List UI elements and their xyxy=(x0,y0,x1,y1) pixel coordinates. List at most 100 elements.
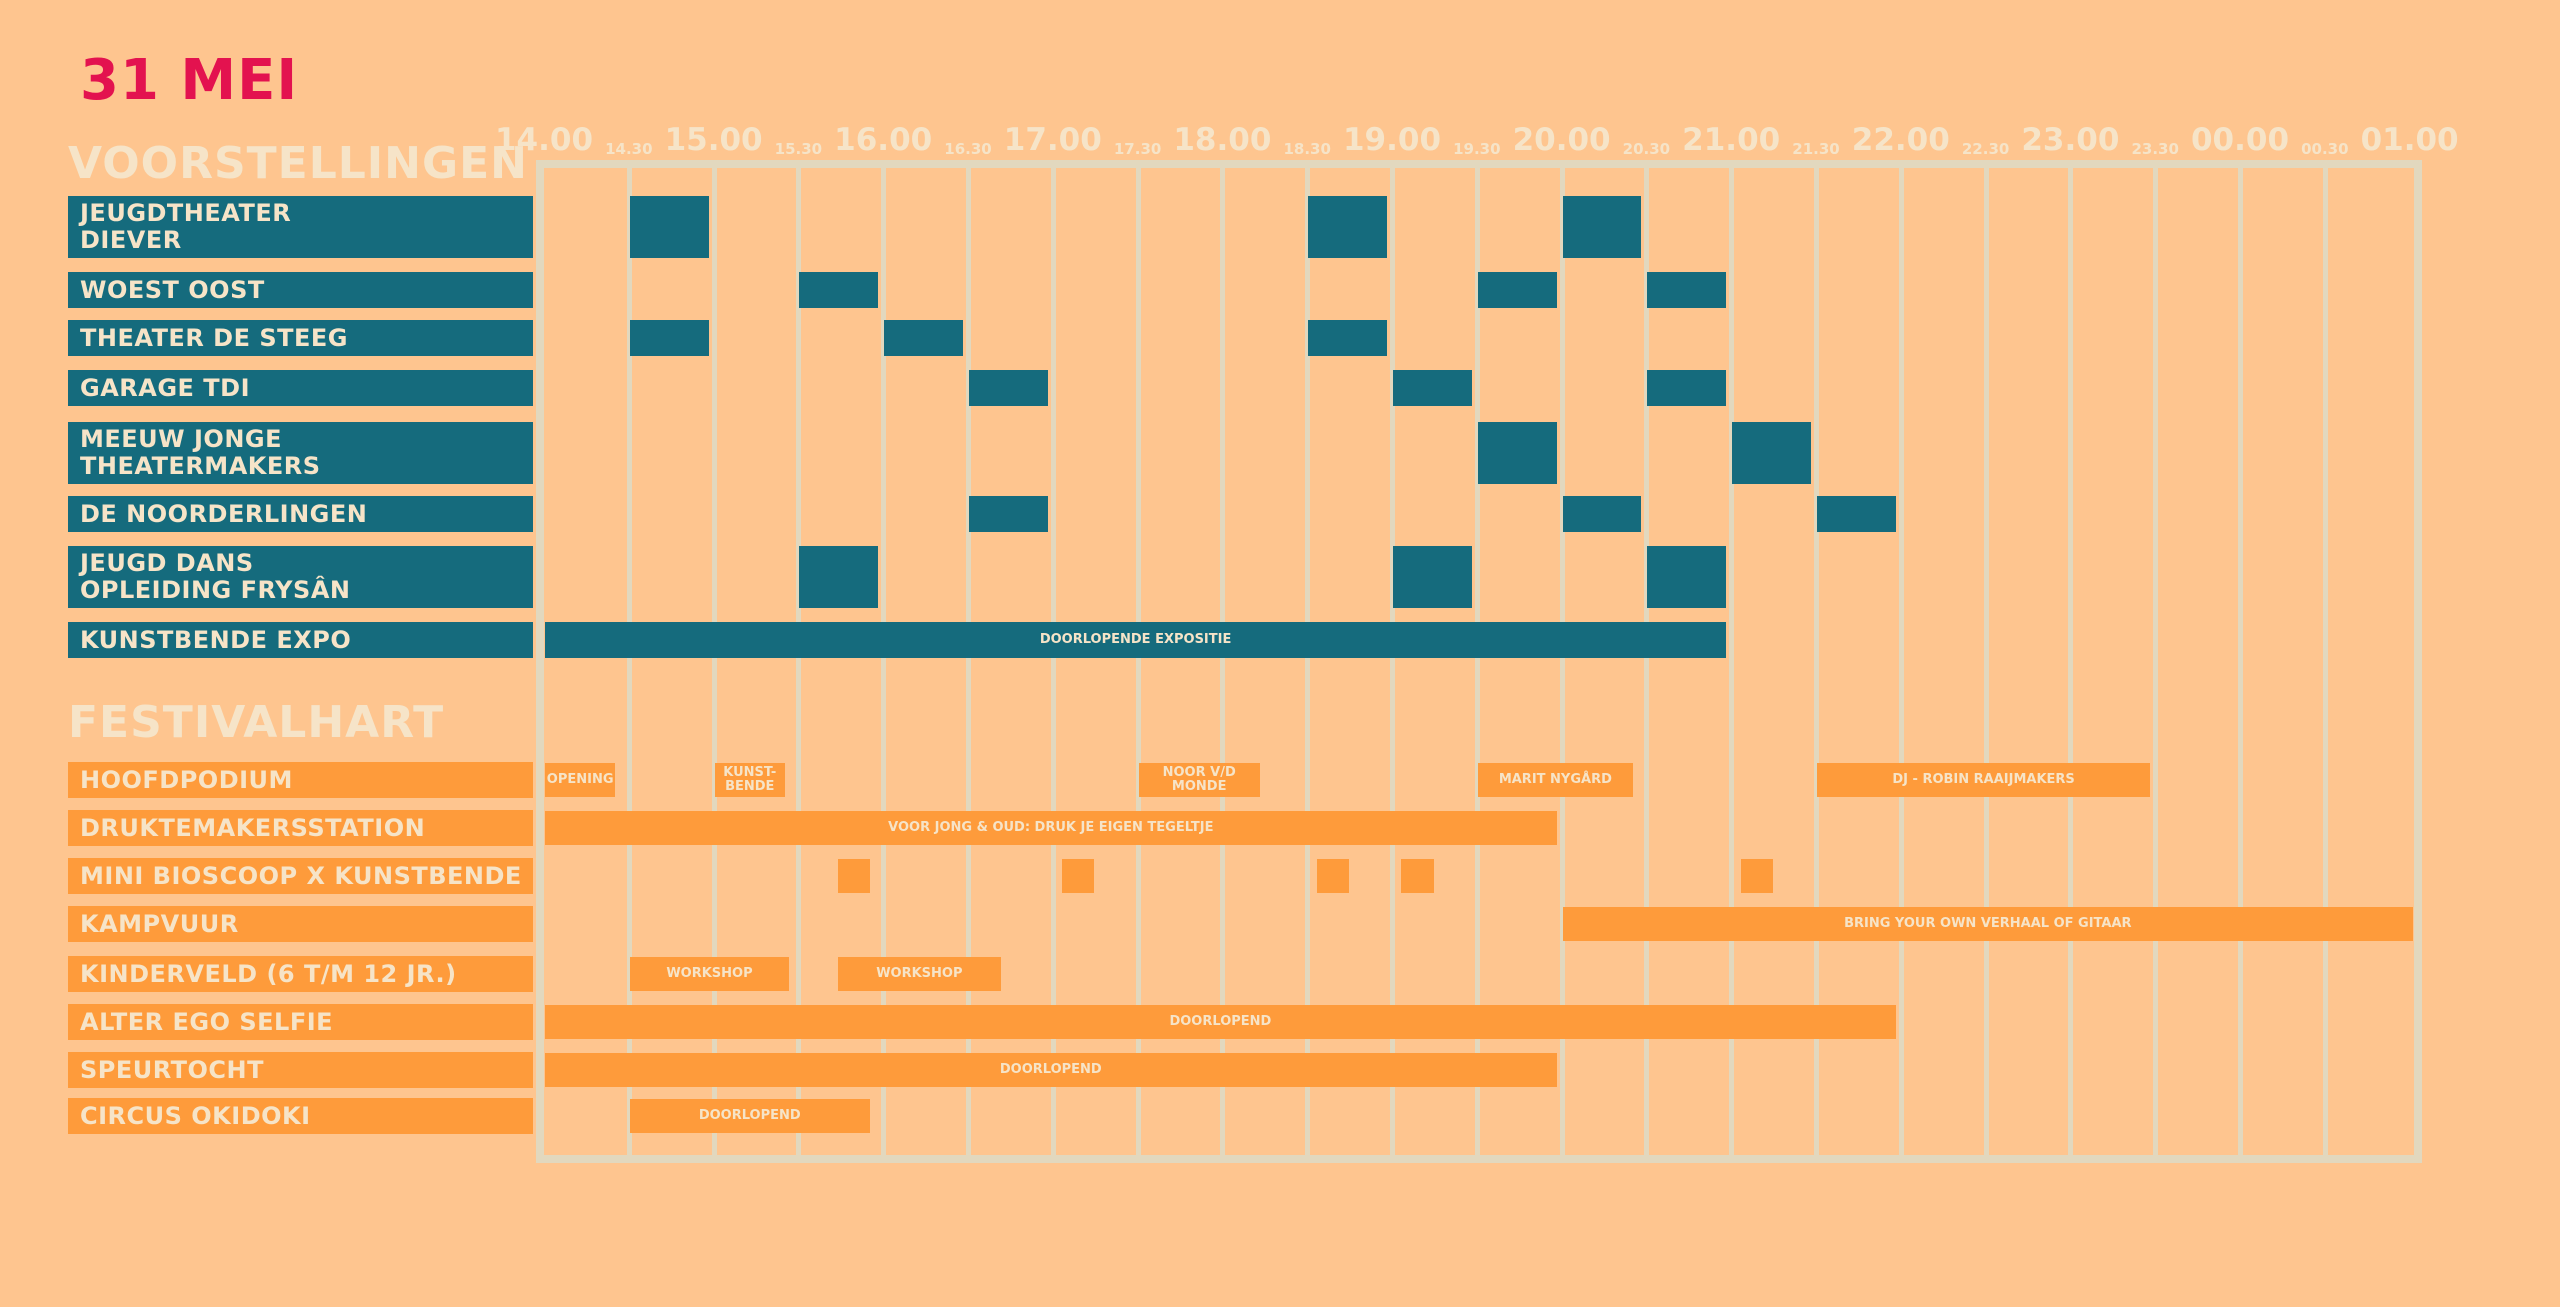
grid-line xyxy=(966,160,971,1163)
event-block xyxy=(799,272,879,308)
event-block: OPENING xyxy=(545,763,616,797)
row-label: MEEUW JONGE THEATERMAKERS xyxy=(68,422,533,484)
grid-line xyxy=(2153,160,2159,1163)
grid-line xyxy=(881,160,887,1163)
time-label: 22.00 xyxy=(1851,122,1950,158)
event-block: VOOR JONG & OUD: DRUK JE EIGEN TEGELTJE xyxy=(545,811,1557,845)
event-block xyxy=(1393,546,1472,608)
grid-line xyxy=(1220,160,1226,1163)
time-label: 00.00 xyxy=(2190,122,2290,158)
time-label: 15.30 xyxy=(774,140,823,158)
grid-line xyxy=(2322,160,2328,1163)
event-block xyxy=(629,320,709,356)
time-label: 20.30 xyxy=(1622,140,1671,158)
grid-line xyxy=(2068,160,2074,1163)
time-label: 18.30 xyxy=(1283,140,1331,158)
event-block xyxy=(1732,422,1811,484)
row-label: THEATER DE STEEG xyxy=(68,320,533,356)
section-title-voorstellingen: VOORSTELLINGEN xyxy=(68,138,528,189)
event-block xyxy=(1740,859,1773,893)
time-label: 19.30 xyxy=(1453,140,1501,158)
grid-line xyxy=(1474,160,1480,1163)
row-label: JEUGDTHEATER DIEVER xyxy=(68,196,533,258)
time-label: 00.30 xyxy=(2301,140,2349,158)
time-label: 23.00 xyxy=(2021,122,2120,158)
event-block xyxy=(1308,320,1387,356)
page-date: 31 MEI xyxy=(80,48,299,113)
event-block: NOOR V/D MONDE xyxy=(1138,763,1260,797)
grid-line xyxy=(1814,160,1819,1163)
time-label: 16.30 xyxy=(944,140,992,158)
grid-line xyxy=(1050,160,1056,1163)
row-label: MINI BIOSCOOP X KUNSTBENDE xyxy=(68,858,533,894)
time-label: 22.30 xyxy=(1961,140,2010,158)
event-block: DOORLOPEND xyxy=(545,1053,1557,1087)
time-label: 19.00 xyxy=(1342,122,1442,158)
time-label: 16.00 xyxy=(834,122,933,158)
event-block xyxy=(1817,496,1896,532)
row-label: HOOFDPODIUM xyxy=(68,762,533,798)
event-block xyxy=(1393,370,1472,406)
event-block: MARIT NYGÅRD xyxy=(1477,763,1633,797)
grid-line xyxy=(1135,160,1141,1163)
event-block: WORKSHOP xyxy=(629,957,790,991)
row-label: SPEURTOCHT xyxy=(68,1052,533,1088)
grid-line xyxy=(2238,160,2243,1163)
event-block xyxy=(1401,859,1434,893)
event-block xyxy=(884,320,963,356)
grid-line xyxy=(711,160,717,1163)
row-label: JEUGD DANS OPLEIDING FRYSÂN xyxy=(68,546,533,608)
section-title-festivalhart: FESTIVALHART xyxy=(68,697,445,748)
event-block xyxy=(799,546,879,608)
time-label: 21.00 xyxy=(1682,122,1781,158)
time-label: 23.30 xyxy=(2131,140,2179,158)
event-block xyxy=(1477,272,1557,308)
event-block xyxy=(969,370,1048,406)
event-block xyxy=(1647,272,1727,308)
row-label: GARAGE TDI xyxy=(68,370,533,406)
grid-line xyxy=(1559,160,1565,1163)
event-block xyxy=(837,859,870,893)
time-label: 17.00 xyxy=(1003,122,1102,158)
time-label: 17.30 xyxy=(1113,140,1162,158)
time-label: 20.00 xyxy=(1512,122,1611,158)
event-block: WORKSHOP xyxy=(837,957,1002,991)
event-block xyxy=(1562,496,1642,532)
event-block xyxy=(629,196,709,258)
time-label: 14.30 xyxy=(605,140,653,158)
grid-line xyxy=(1305,160,1311,1163)
row-label: KAMPVUUR xyxy=(68,906,533,942)
time-label: 15.00 xyxy=(664,122,763,158)
grid-line xyxy=(1983,160,1989,1163)
grid-line xyxy=(1898,160,1904,1163)
event-block: DOORLOPENDE EXPOSITIE xyxy=(545,622,1727,658)
row-label: WOEST OOST xyxy=(68,272,533,308)
event-block xyxy=(1316,859,1349,893)
event-block xyxy=(1308,196,1387,258)
event-block xyxy=(1562,196,1642,258)
event-block: DOORLOPEND xyxy=(629,1099,870,1133)
grid-line xyxy=(1390,160,1395,1163)
row-label: ALTER EGO SELFIE xyxy=(68,1004,533,1040)
event-block: KUNST- BENDE xyxy=(714,763,785,797)
event-block xyxy=(1647,370,1727,406)
time-label: 14.00 xyxy=(494,122,594,158)
row-label: DRUKTEMAKERSSTATION xyxy=(68,810,533,846)
event-block xyxy=(1062,859,1095,893)
row-label: DE NOORDERLINGEN xyxy=(68,496,533,532)
time-label: 01.00 xyxy=(2360,122,2459,158)
row-label: CIRCUS OKIDOKI xyxy=(68,1098,533,1134)
event-block xyxy=(1477,422,1557,484)
event-block xyxy=(969,496,1048,532)
event-block: BRING YOUR OWN VERHAAL OF GITAAR xyxy=(1562,907,2414,941)
grid-line xyxy=(626,160,632,1163)
grid-line xyxy=(1729,160,1735,1163)
event-block: DOORLOPEND xyxy=(545,1005,1896,1039)
grid-line xyxy=(1644,160,1650,1163)
row-label: KUNSTBENDE EXPO xyxy=(68,622,533,658)
time-label: 21.30 xyxy=(1792,140,1840,158)
time-label: 18.00 xyxy=(1173,122,1272,158)
event-block: DJ - ROBIN RAAIJMAKERS xyxy=(1817,763,2151,797)
event-block xyxy=(1647,546,1727,608)
row-label: KINDERVELD (6 T/M 12 JR.) xyxy=(68,956,533,992)
